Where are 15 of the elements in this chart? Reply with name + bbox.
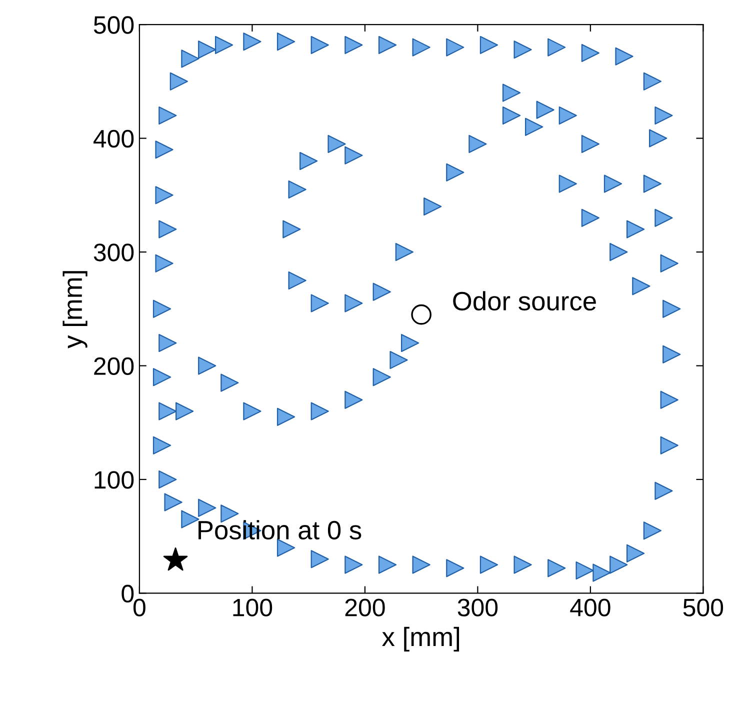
x-tick-label: 200 bbox=[345, 598, 385, 616]
y-tick-label: 100 bbox=[94, 471, 134, 489]
y-tick-label: 200 bbox=[94, 357, 134, 376]
y-tick-label: 0 bbox=[122, 584, 134, 602]
x-tick-label: 500 bbox=[683, 598, 724, 616]
x-tick-label: 400 bbox=[570, 598, 610, 616]
x-tick-label: 100 bbox=[233, 598, 272, 616]
x-tick-label: 0 bbox=[133, 598, 146, 616]
x-axis-title: x [mm] bbox=[382, 626, 460, 652]
y-tick-label: 500 bbox=[94, 16, 134, 34]
y-tick-label: 300 bbox=[94, 244, 134, 262]
y-tick-label: 400 bbox=[93, 130, 134, 148]
y-axis-title: y [mm] bbox=[62, 271, 88, 348]
annotation: Odor source bbox=[453, 291, 596, 311]
x-tick-label: 300 bbox=[458, 598, 498, 616]
